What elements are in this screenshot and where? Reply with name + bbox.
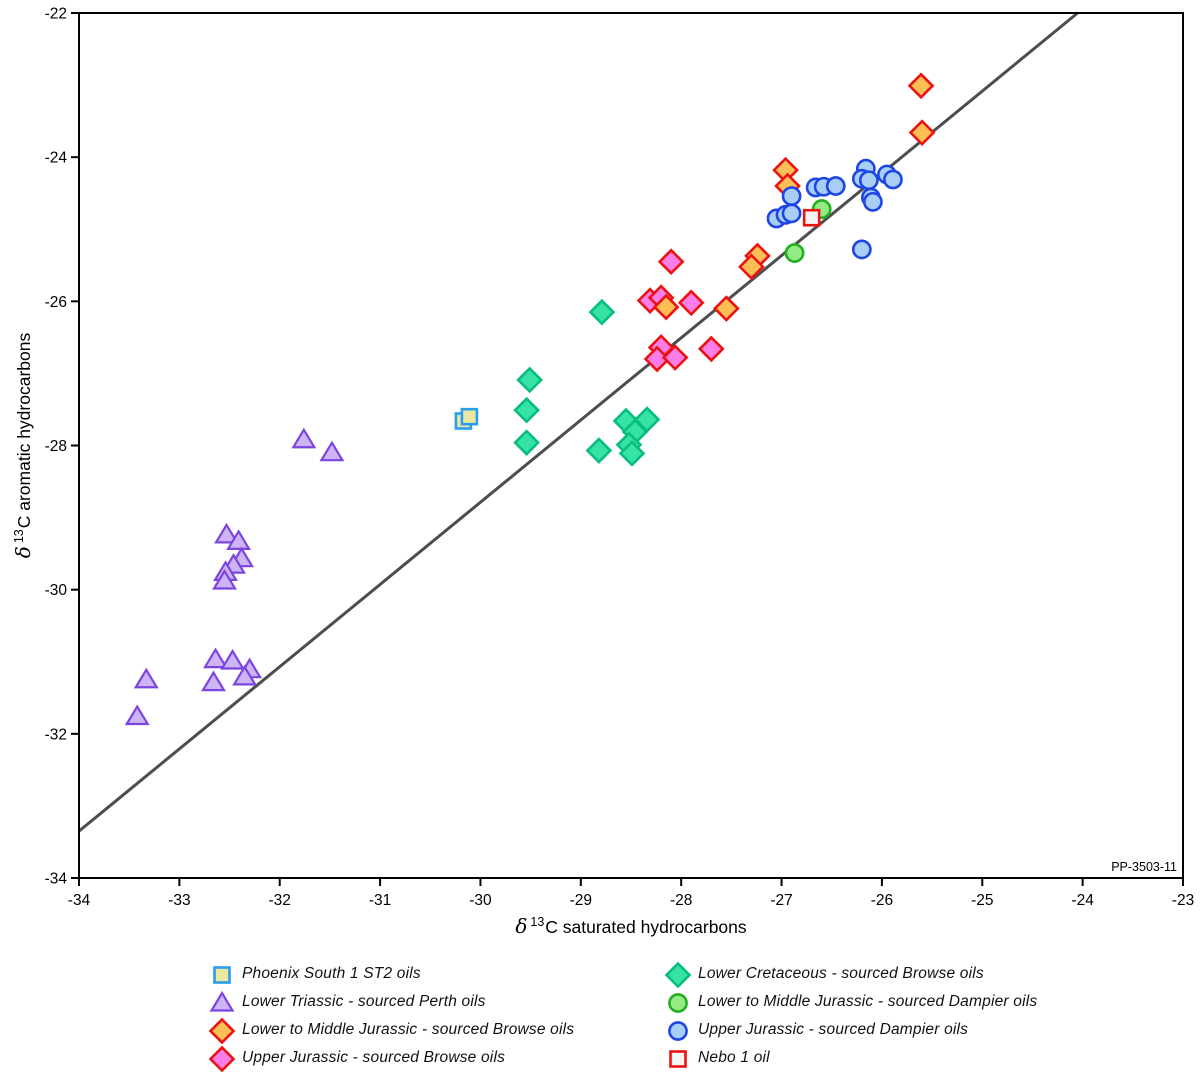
legend-item-nebo: Nebo 1 oil: [664, 1044, 770, 1072]
svg-text:δ13C aromatic hydrocarbons: δ13C aromatic hydrocarbons: [11, 333, 35, 559]
legend-item-perth: Lower Triassic - sourced Perth oils: [208, 988, 486, 1016]
svg-text:-22: -22: [45, 6, 67, 23]
nebo-marker-icon: [664, 1044, 692, 1072]
legend-label-browse-lmj: Lower to Middle Jurassic - sourced Brows…: [242, 1021, 575, 1038]
legend-item-phoenix: Phoenix South 1 ST2 oils: [208, 960, 421, 988]
svg-text:-30: -30: [469, 892, 492, 909]
scatter-plot: -34 -33 -32 -31 -30 -29 -28 -27 -26 -25 -24 -23-22-…: [11, 6, 1194, 939]
legend-item-browse-lmj: Lower to Middle Jurassic - sourced Brows…: [208, 1016, 575, 1045]
legend-item-dampier-lmj: Lower to Middle Jurassic - sourced Dampi…: [664, 988, 1037, 1016]
dampier-uj-marker-icon: [664, 1016, 692, 1044]
phoenix-marker-icon: [208, 960, 236, 988]
legend-item-browse-uj: Upper Jurassic - sourced Browse oils: [208, 1044, 506, 1073]
series-browse_uj: [636, 248, 725, 373]
svg-text:PP-3503-11: PP-3503-11: [1111, 860, 1177, 874]
svg-text:-34: -34: [45, 871, 68, 888]
series-phoenix: [454, 407, 479, 430]
svg-text:-30: -30: [45, 582, 68, 599]
svg-text:-29: -29: [570, 892, 592, 909]
svg-text:-32: -32: [269, 892, 291, 909]
svg-text:-28: -28: [670, 892, 692, 909]
browse-lk-marker-icon: [664, 960, 692, 989]
legend-label-dampier-uj: Upper Jurassic - sourced Dampier oils: [698, 1021, 969, 1038]
svg-text:-25: -25: [971, 892, 993, 909]
svg-text:-23: -23: [1172, 892, 1194, 909]
svg-text:-32: -32: [45, 726, 67, 743]
legend-label-dampier-lmj: Lower to Middle Jurassic - sourced Dampi…: [698, 993, 1038, 1010]
legend-label-browse-lk: Lower Cretaceous - sourced Browse oils: [698, 965, 984, 982]
series-perth: [124, 427, 345, 726]
y-axis: -22 -24 -26 -28 -30 -32 -34: [45, 6, 79, 888]
legend-label-browse-uj: Upper Jurassic - sourced Browse oils: [242, 1049, 506, 1066]
legend-item-dampier-uj: Upper Jurassic - sourced Dampier oils: [664, 1016, 968, 1044]
svg-text:-24: -24: [45, 150, 68, 167]
svg-text:-24: -24: [1071, 892, 1094, 909]
perth-marker-icon: [208, 988, 236, 1016]
dampier-lmj-marker-icon: [664, 988, 692, 1016]
svg-text:-27: -27: [770, 892, 792, 909]
x-axis-title: δ 13C saturated hydrocarbons: [515, 914, 747, 938]
series-browse_lk: [513, 298, 661, 467]
series-dampier_uj: [766, 158, 903, 260]
svg-text:δ13C saturated hydrocarbons: δ 13C saturated hydrocarbons: [515, 914, 747, 938]
legend-label-phoenix: Phoenix South 1 ST2 oils: [242, 965, 421, 982]
series-browse_lmj: [652, 72, 936, 322]
svg-text:-34: -34: [68, 892, 91, 909]
browse-uj-marker-icon: [208, 1044, 236, 1073]
svg-text:-33: -33: [168, 892, 190, 909]
y-axis-title: δ13C aromatic hydrocarbons: [11, 333, 35, 559]
legend-item-browse-lk: Lower Cretaceous - sourced Browse oils: [664, 960, 984, 989]
svg-text:-26: -26: [45, 294, 67, 311]
svg-text:-31: -31: [369, 892, 391, 909]
browse-lmj-marker-icon: [208, 1016, 236, 1045]
series-nebo: [802, 208, 821, 227]
legend: Phoenix South 1 ST2 oils Lower Triassic …: [0, 958, 1200, 1074]
x-axis: -34 -33 -32 -31 -30 -29 -28 -27 -26 -25 -24 -23: [68, 878, 1194, 909]
trend-line: [78, 11, 1079, 833]
svg-text:-28: -28: [45, 438, 67, 455]
legend-label-nebo: Nebo 1 oil: [698, 1049, 770, 1066]
legend-label-perth: Lower Triassic - sourced Perth oils: [242, 993, 486, 1010]
svg-text:-26: -26: [871, 892, 893, 909]
figure-number: PP-3503-11: [1111, 860, 1177, 874]
